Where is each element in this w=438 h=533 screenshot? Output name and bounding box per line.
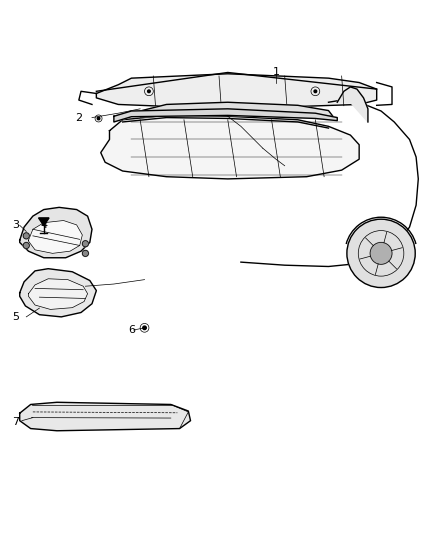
Text: 4: 4 xyxy=(40,220,47,230)
Polygon shape xyxy=(96,74,377,109)
Circle shape xyxy=(370,243,392,264)
Circle shape xyxy=(148,90,150,93)
Text: 3: 3 xyxy=(12,220,19,230)
Circle shape xyxy=(347,219,415,287)
Polygon shape xyxy=(114,109,337,122)
Polygon shape xyxy=(20,269,96,317)
Text: 2: 2 xyxy=(75,112,82,123)
Polygon shape xyxy=(20,207,92,258)
Polygon shape xyxy=(101,115,359,179)
Polygon shape xyxy=(20,402,191,431)
Text: 7: 7 xyxy=(12,417,19,427)
Text: 5: 5 xyxy=(12,312,19,322)
Circle shape xyxy=(314,90,317,93)
Circle shape xyxy=(143,326,146,329)
Circle shape xyxy=(23,243,29,248)
Circle shape xyxy=(82,251,88,256)
Circle shape xyxy=(23,233,29,239)
Polygon shape xyxy=(39,218,49,226)
Circle shape xyxy=(82,241,88,247)
Circle shape xyxy=(97,117,100,120)
Text: 6: 6 xyxy=(128,325,135,335)
Polygon shape xyxy=(337,87,368,122)
Polygon shape xyxy=(140,102,333,118)
Text: 1: 1 xyxy=(272,67,279,77)
Polygon shape xyxy=(28,279,88,310)
Polygon shape xyxy=(28,221,82,253)
